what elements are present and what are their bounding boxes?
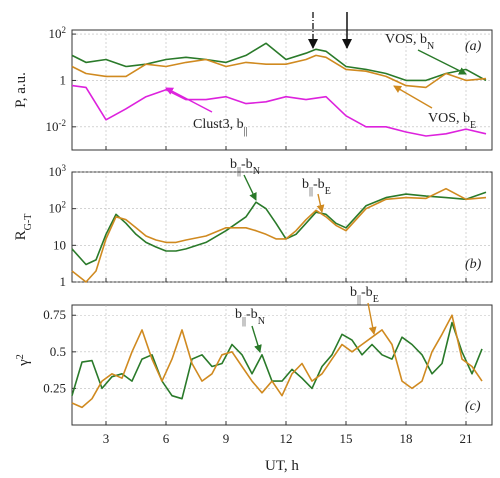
annotation-vos-bn: VOS, bN <box>385 32 434 52</box>
x-tick-label: 12 <box>280 431 293 446</box>
panel-c: 0.75 0.5 0.25 γ2 (c) b||-bN b||-bE <box>15 285 493 426</box>
arrow-c-bn <box>251 325 262 353</box>
y-tick-label: 10 <box>53 237 66 252</box>
panel-b-grid <box>72 171 492 283</box>
annotation-vos-be: VOS, bE <box>428 111 476 131</box>
series-line-orange <box>71 187 487 283</box>
series-line-green <box>71 321 483 400</box>
panel-c-grid <box>72 305 492 425</box>
panel-a-ticks: 102 1 10-2 <box>46 25 467 150</box>
panel-a-label: (a) <box>465 39 482 54</box>
y-tick-label: 103 <box>49 163 67 179</box>
x-tick-label: 15 <box>340 431 353 446</box>
y-tick-label: 1 <box>60 72 67 87</box>
y-tick-label: 10-2 <box>46 118 67 134</box>
panel-b-lines <box>71 187 487 283</box>
x-tick-label: 3 <box>103 431 110 446</box>
annotation-clust3: Clust3, b|| <box>193 117 248 137</box>
panel-a-frame <box>71 29 493 151</box>
arrow-vos-bn <box>417 49 467 75</box>
arrow-b-be <box>316 193 325 213</box>
x-tick-label: 9 <box>223 431 230 446</box>
annotation-c-bn: b||-bN <box>235 307 265 327</box>
series-line-orange <box>71 314 483 409</box>
y-tick-label: 102 <box>49 25 67 41</box>
panel-c-lines <box>71 314 483 409</box>
arrow-c-be <box>367 302 377 335</box>
series-line-green <box>71 42 487 82</box>
panel-c-ticks: 0.75 0.5 0.25 <box>43 307 467 425</box>
y-tick-label: 0.75 <box>43 307 66 322</box>
panel-a-ylabel: P, a.u. <box>13 72 29 108</box>
y-tick-label: 0.25 <box>43 380 66 395</box>
panel-b-ylabel: RG-T <box>13 214 34 241</box>
x-axis-ticks: 3 6 9 12 15 18 21 <box>103 431 473 446</box>
panel-c-label: (c) <box>465 399 481 414</box>
panel-b-label: (b) <box>465 257 482 272</box>
y-tick-label: 102 <box>49 200 67 216</box>
arrow-b-bn <box>243 174 257 201</box>
panel-c-ylabel: γ2 <box>15 354 33 367</box>
panel-a-lines <box>71 42 487 137</box>
annotation-b-bn: b||-bN <box>230 157 260 177</box>
x-tick-label: 21 <box>460 431 473 446</box>
y-tick-label: 0.5 <box>50 344 66 359</box>
panel-c-frame <box>71 304 493 426</box>
arrow-vos-be <box>393 85 433 109</box>
series-line-orange <box>71 54 487 89</box>
panel-a: 102 1 10-2 P, a.u. (a) VOS, bN VOS, bE Clu… <box>13 12 493 151</box>
y-tick-label: 1 <box>60 274 67 289</box>
x-tick-label: 6 <box>163 431 170 446</box>
arrow-clust3 <box>165 87 213 113</box>
series-line-magenta <box>71 84 487 137</box>
x-axis-label: UT, h <box>265 458 299 474</box>
x-tick-label: 18 <box>400 431 413 446</box>
annotation-b-be: b||-bE <box>302 177 331 197</box>
annotation-c-be: b||-bE <box>350 285 379 305</box>
series-line-green <box>71 191 487 266</box>
